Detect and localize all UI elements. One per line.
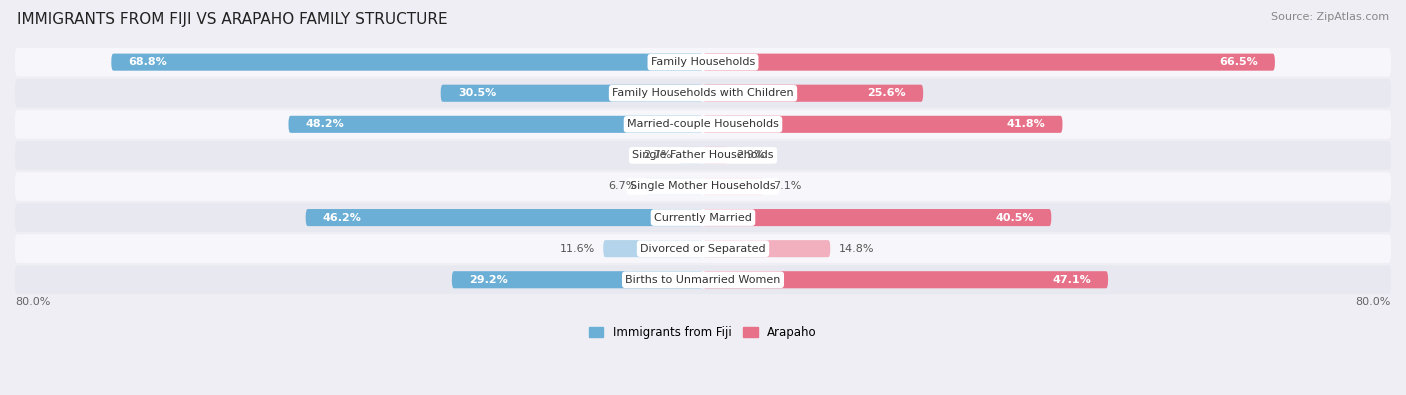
Text: 2.7%: 2.7%: [643, 150, 671, 160]
FancyBboxPatch shape: [15, 234, 1391, 263]
Text: IMMIGRANTS FROM FIJI VS ARAPAHO FAMILY STRUCTURE: IMMIGRANTS FROM FIJI VS ARAPAHO FAMILY S…: [17, 12, 447, 27]
Text: 29.2%: 29.2%: [470, 275, 508, 285]
FancyBboxPatch shape: [15, 203, 1391, 232]
FancyBboxPatch shape: [703, 178, 763, 195]
FancyBboxPatch shape: [15, 172, 1391, 201]
Text: 6.7%: 6.7%: [609, 181, 637, 192]
FancyBboxPatch shape: [703, 147, 728, 164]
Text: 68.8%: 68.8%: [128, 57, 167, 67]
Text: Divorced or Separated: Divorced or Separated: [640, 244, 766, 254]
FancyBboxPatch shape: [451, 271, 703, 288]
Text: 25.6%: 25.6%: [868, 88, 905, 98]
Legend: Immigrants from Fiji, Arapaho: Immigrants from Fiji, Arapaho: [585, 322, 821, 344]
Text: 47.1%: 47.1%: [1052, 275, 1091, 285]
Text: 48.2%: 48.2%: [305, 119, 344, 129]
Text: Births to Unmarried Women: Births to Unmarried Women: [626, 275, 780, 285]
FancyBboxPatch shape: [111, 54, 703, 71]
FancyBboxPatch shape: [305, 209, 703, 226]
FancyBboxPatch shape: [703, 209, 1052, 226]
Text: Currently Married: Currently Married: [654, 213, 752, 222]
FancyBboxPatch shape: [703, 116, 1063, 133]
Text: 41.8%: 41.8%: [1007, 119, 1045, 129]
FancyBboxPatch shape: [15, 79, 1391, 107]
FancyBboxPatch shape: [603, 240, 703, 257]
FancyBboxPatch shape: [703, 240, 831, 257]
Text: 46.2%: 46.2%: [323, 213, 361, 222]
FancyBboxPatch shape: [288, 116, 703, 133]
FancyBboxPatch shape: [645, 178, 703, 195]
FancyBboxPatch shape: [703, 85, 924, 102]
FancyBboxPatch shape: [15, 48, 1391, 77]
FancyBboxPatch shape: [15, 141, 1391, 170]
Text: 66.5%: 66.5%: [1219, 57, 1258, 67]
FancyBboxPatch shape: [703, 54, 1275, 71]
Text: Single Father Households: Single Father Households: [633, 150, 773, 160]
Text: Source: ZipAtlas.com: Source: ZipAtlas.com: [1271, 12, 1389, 22]
FancyBboxPatch shape: [703, 271, 1108, 288]
Text: Family Households with Children: Family Households with Children: [612, 88, 794, 98]
FancyBboxPatch shape: [440, 85, 703, 102]
Text: 80.0%: 80.0%: [1355, 297, 1391, 307]
Text: 11.6%: 11.6%: [560, 244, 595, 254]
FancyBboxPatch shape: [15, 265, 1391, 294]
Text: 30.5%: 30.5%: [458, 88, 496, 98]
Text: 40.5%: 40.5%: [995, 213, 1033, 222]
Text: Family Households: Family Households: [651, 57, 755, 67]
Text: Single Mother Households: Single Mother Households: [630, 181, 776, 192]
Text: 80.0%: 80.0%: [15, 297, 51, 307]
Text: 14.8%: 14.8%: [839, 244, 875, 254]
FancyBboxPatch shape: [15, 110, 1391, 139]
Text: Married-couple Households: Married-couple Households: [627, 119, 779, 129]
FancyBboxPatch shape: [679, 147, 703, 164]
Text: 2.9%: 2.9%: [737, 150, 765, 160]
Text: 7.1%: 7.1%: [773, 181, 801, 192]
